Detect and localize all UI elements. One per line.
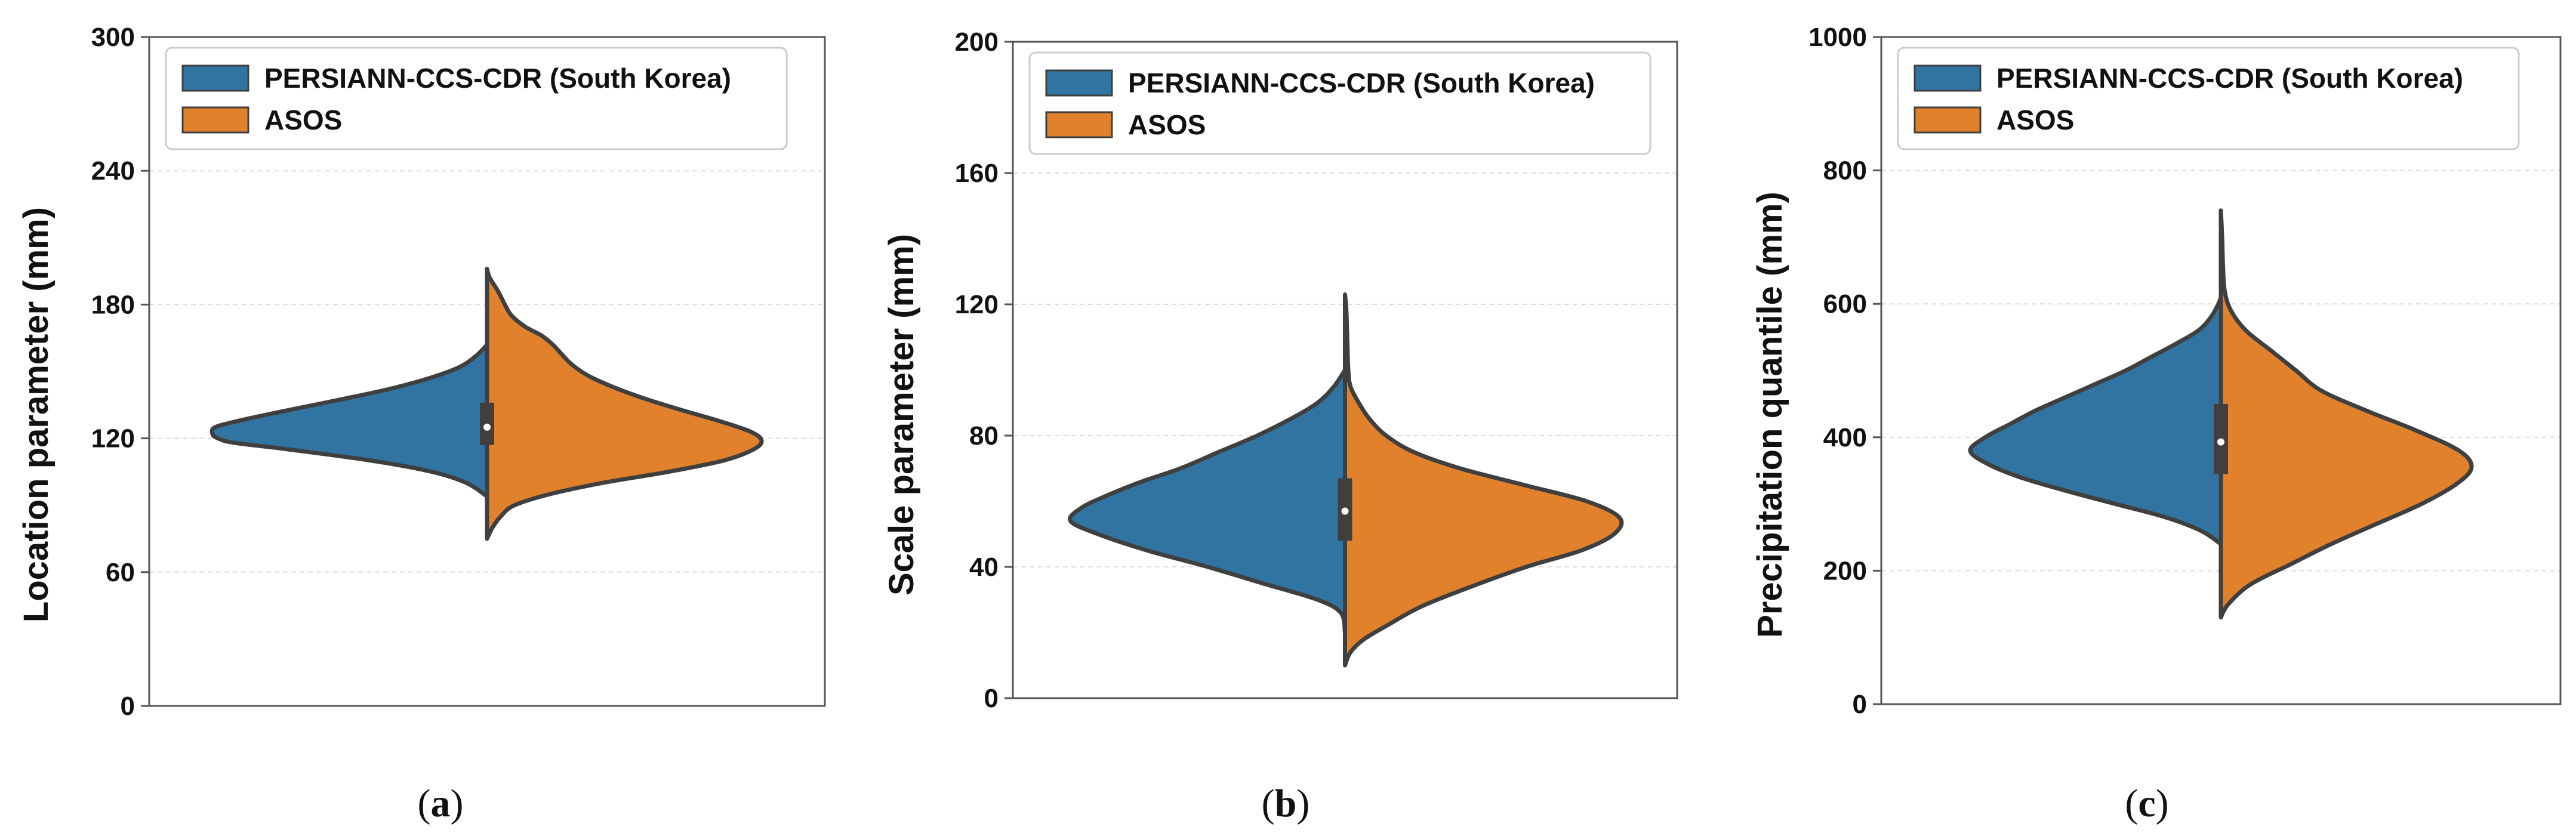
legend-swatch-series-b [1045, 111, 1113, 138]
legend-label-series-a: PERSIANN-CCS-CDR (South Korea) [1128, 67, 1595, 98]
legend-swatch-series-b [1913, 106, 1982, 134]
legend-swatch-series-a [1045, 69, 1113, 97]
y-tick-label: 60 [106, 558, 135, 587]
panel-c: 0 200 400 600 800 1000 Precipitation qua… [1751, 23, 2562, 825]
violin-right-half [2218, 208, 2474, 620]
y-tick-label: 0 [1853, 690, 1867, 719]
panel-b: 0 40 80 120 160 200 Scale parameter (mm)… [882, 27, 1678, 825]
median-marker [2217, 438, 2224, 446]
legend-frame [1028, 51, 1651, 155]
violin-right-half [1343, 292, 1624, 668]
legend: PERSIANN-CCS-CDR (South Korea) ASOS [1897, 47, 2520, 150]
violin [209, 267, 764, 541]
y-tick-label: 40 [969, 553, 999, 582]
violin-left-half [1068, 368, 1347, 635]
legend-swatch-series-a [181, 64, 249, 92]
y-tick-label: 800 [1823, 156, 1867, 186]
legend-label-series-b: ASOS [1996, 104, 2074, 135]
y-ticks: 0 200 400 600 800 1000 [1808, 23, 1881, 719]
legend-label-series-b: ASOS [1128, 109, 1206, 140]
panel-a: 0 60 120 180 240 300 Location parameter … [17, 23, 826, 825]
legend-frame [1897, 47, 2520, 150]
panel-caption: (b) [1262, 782, 1310, 825]
y-tick-label: 200 [955, 27, 999, 57]
y-tick-label: 600 [1823, 289, 1867, 319]
legend-swatch-series-b [181, 106, 249, 134]
legend-frame [165, 47, 788, 150]
y-tick-label: 120 [91, 424, 135, 454]
axes-frame [148, 36, 826, 707]
y-tick-label: 1000 [1808, 23, 1867, 52]
legend: PERSIANN-CCS-CDR (South Korea) ASOS [1028, 51, 1651, 155]
y-tick-label: 200 [1823, 556, 1867, 585]
legend-label-series-a: PERSIANN-CCS-CDR (South Korea) [1996, 63, 2463, 94]
median-marker [1341, 507, 1349, 515]
y-ticks: 0 60 120 180 240 300 [91, 23, 149, 721]
y-tick-label: 120 [955, 290, 999, 319]
legend-label-series-a: PERSIANN-CCS-CDR (South Korea) [264, 63, 731, 94]
panel-caption: (c) [2125, 782, 2168, 825]
y-tick-label: 400 [1823, 423, 1867, 452]
y-axis-label: Precipitation quantile (mm) [1751, 192, 1789, 638]
violin [1068, 292, 1624, 668]
violin-left-half [1968, 295, 2223, 547]
y-axis-label: Location parameter (mm) [17, 207, 56, 622]
y-tick-label: 0 [121, 692, 135, 721]
panel-caption: (a) [418, 782, 464, 825]
gridlines [1013, 172, 1677, 567]
y-tick-label: 300 [91, 23, 135, 52]
y-ticks: 0 40 80 120 160 200 [955, 27, 1013, 713]
y-axis-label: Scale parameter (mm) [882, 234, 921, 596]
y-tick-label: 160 [955, 159, 999, 188]
violin-right-half [485, 267, 764, 541]
median-marker [483, 423, 491, 431]
legend: PERSIANN-CCS-CDR (South Korea) ASOS [165, 47, 788, 150]
legend-label-series-b: ASOS [264, 104, 342, 135]
y-tick-label: 80 [969, 421, 999, 451]
violin-left-half [209, 343, 489, 499]
y-tick-label: 0 [984, 684, 999, 713]
y-tick-label: 240 [91, 156, 135, 186]
legend-swatch-series-a [1913, 64, 1982, 92]
violin [1968, 208, 2474, 620]
axes-frame [1880, 36, 2562, 705]
y-tick-label: 180 [91, 290, 135, 319]
axes-frame [1012, 41, 1678, 699]
